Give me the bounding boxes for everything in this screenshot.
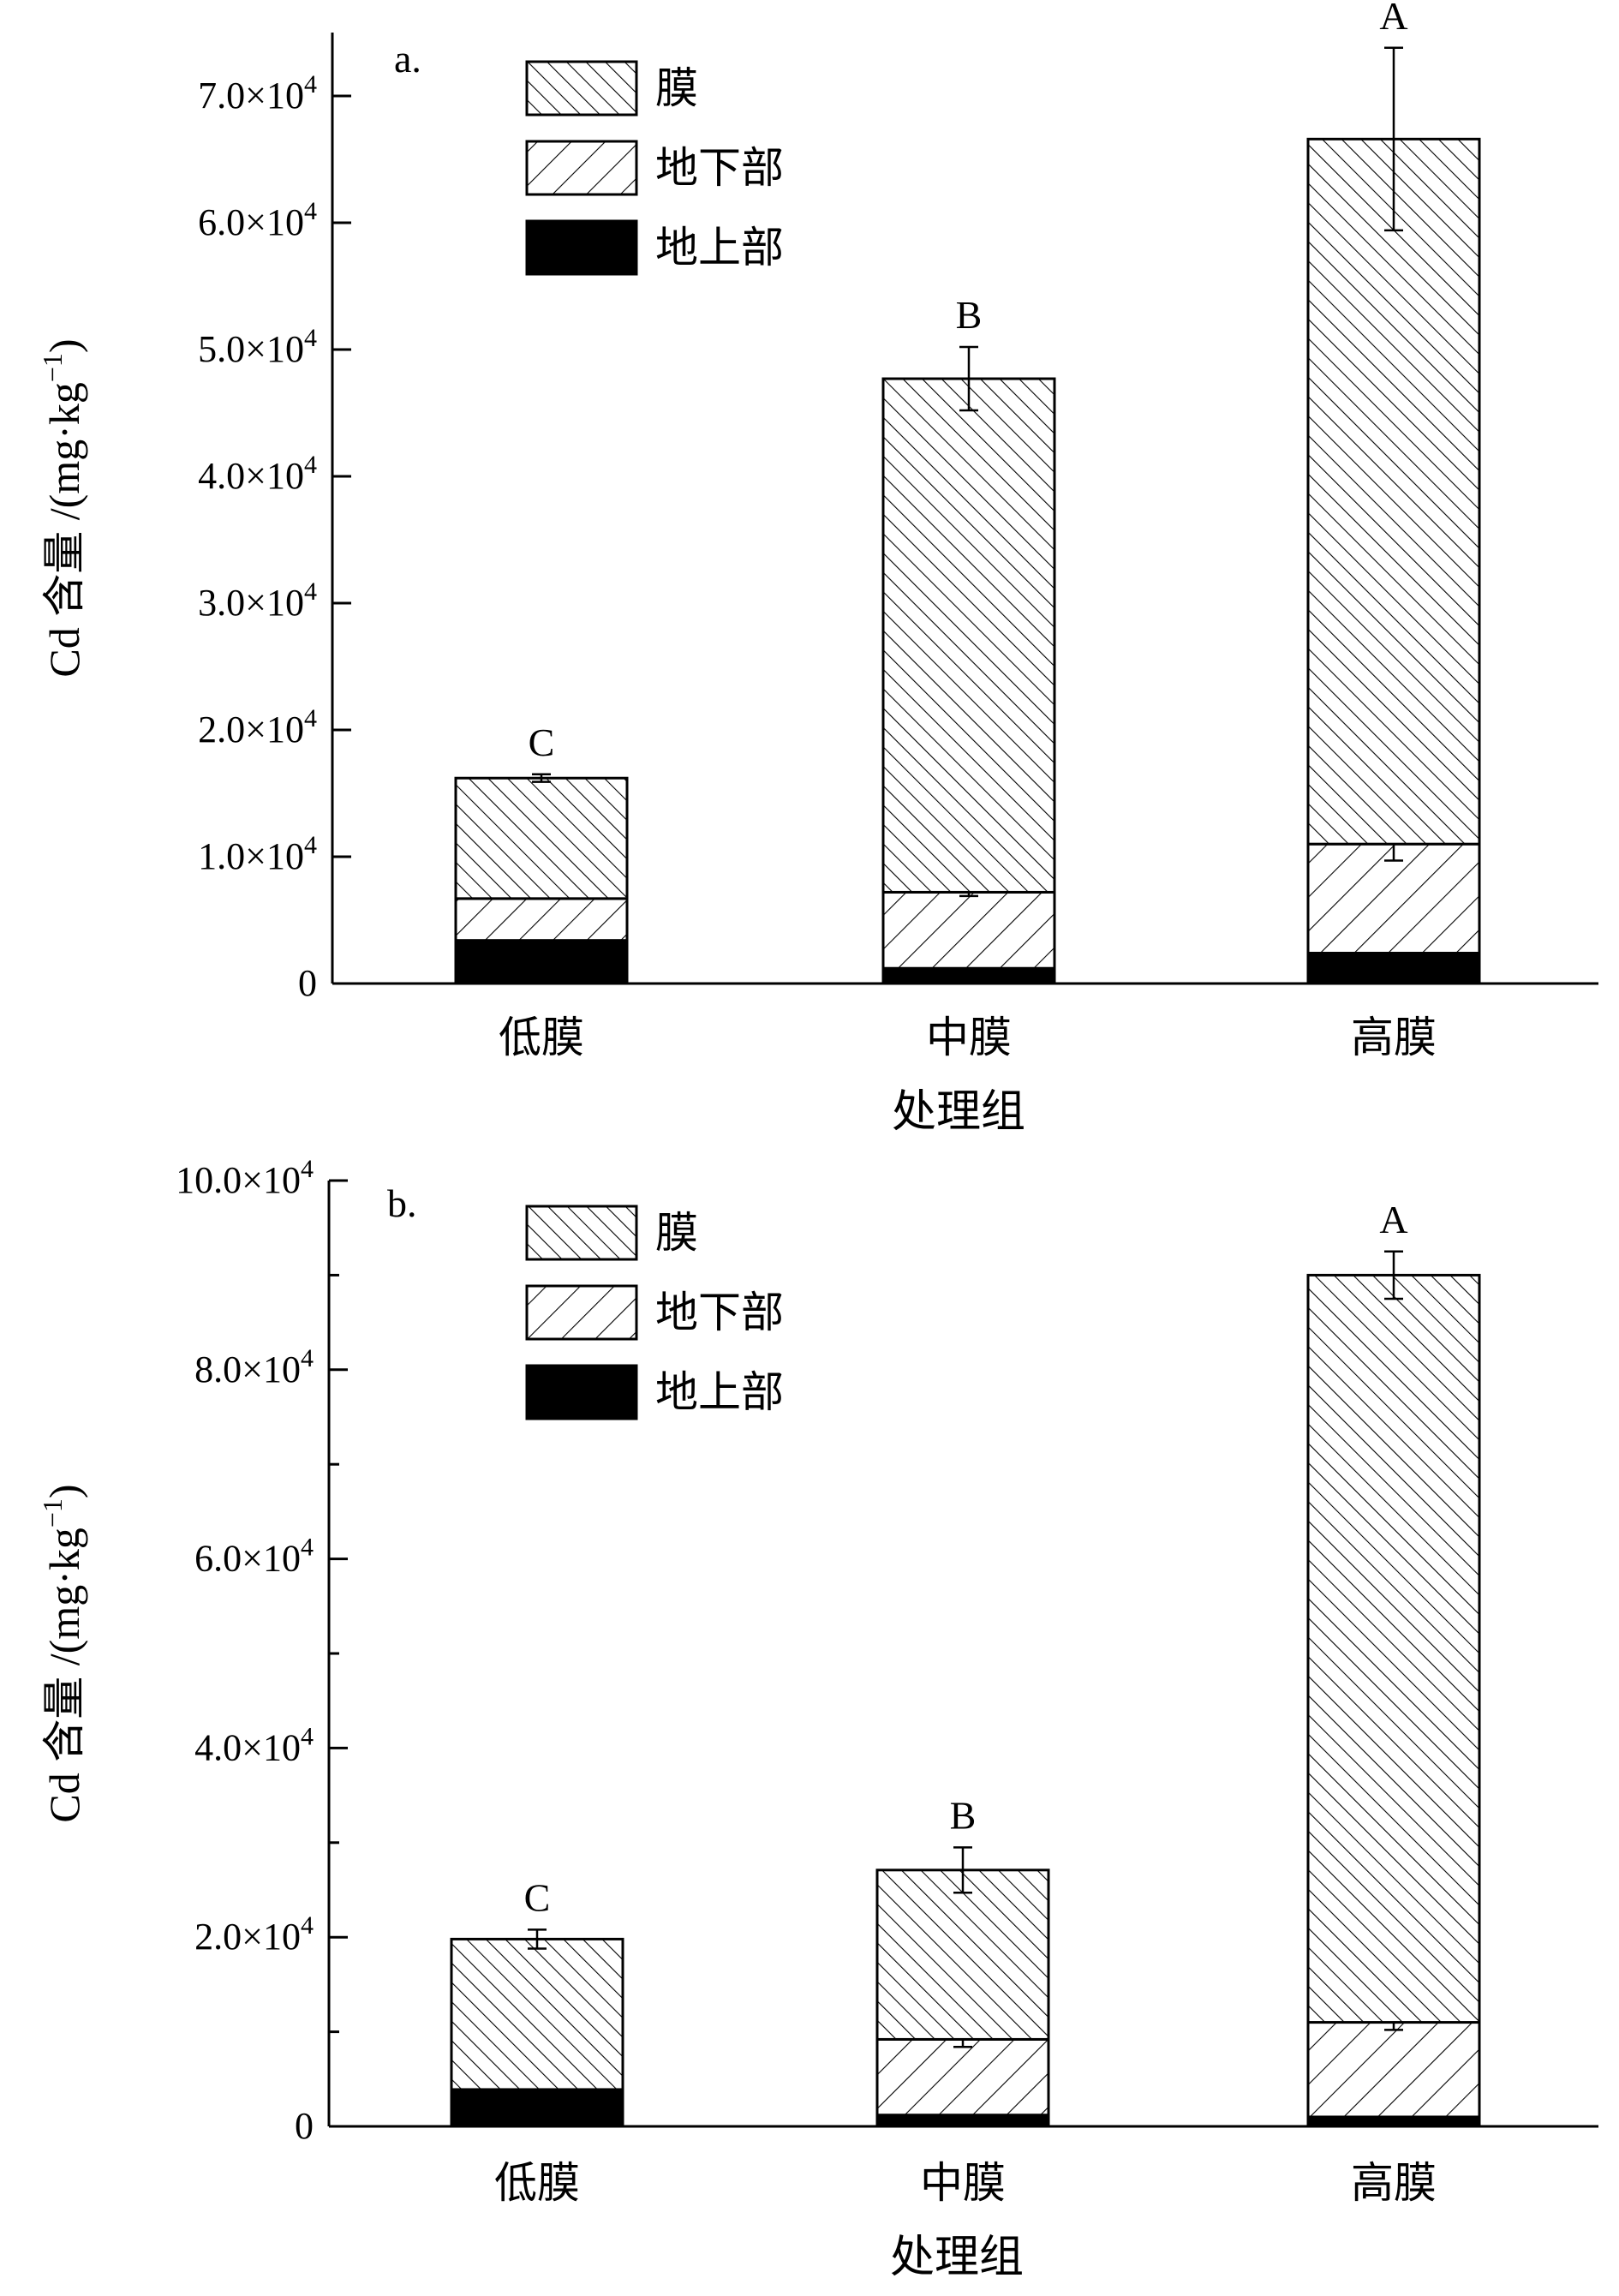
y-axis-title: Cd 含量 /(mg·kg−1) [37, 1484, 88, 1822]
bar-segment-solid [875, 2114, 1050, 2128]
y-tick-label: 4.0×104 [194, 1722, 314, 1768]
legend-label: 地下部 [655, 1289, 784, 1336]
x-tick-label: 低膜 [499, 1013, 584, 1061]
bar-segment-solid [1306, 951, 1481, 985]
significance-letter: A [1379, 0, 1407, 38]
bar-segment-hatch-up [1306, 842, 1481, 954]
panel-label: b. [387, 1181, 417, 1225]
bar-segment-hatch-down [454, 776, 629, 900]
y-tick-label: 7.0×104 [198, 70, 317, 117]
chart-panel-a: 0 1.0×104 2.0×104 3.0×104 4.0×104 5.0×104 6.0×… [37, 0, 1598, 1137]
chart-panel-b: 0 2.0×104 4.0×104 6.0×104 8.0×104 10.0×104 C B A… [37, 1155, 1598, 2282]
bar-segment-hatch-up [875, 2037, 1050, 2117]
significance-letter: B [956, 293, 983, 337]
bar-segment-hatch-up [454, 897, 629, 942]
bar-segment-solid [450, 2088, 624, 2128]
significance-letter: C [529, 720, 555, 764]
bar-segment-solid [1306, 2115, 1481, 2128]
legend-swatch-solid [525, 219, 638, 276]
bar-segment-hatch-down [881, 377, 1056, 894]
significance-letter: B [950, 1793, 977, 1837]
y-tick-label: 4.0×104 [198, 451, 317, 497]
y-tick-label: 6.0×104 [194, 1534, 314, 1580]
legend-swatch-hatch-up [525, 140, 638, 196]
y-tick-label: 0 [295, 2105, 314, 2147]
significance-letter: A [1379, 1198, 1407, 1241]
x-tick-label: 高膜 [1351, 1013, 1437, 1061]
y-tick-label: 1.0×104 [198, 831, 317, 877]
bar-segment-hatch-up [881, 890, 1056, 970]
legend-label: 膜 [655, 1209, 698, 1257]
y-tick-label: 8.0×104 [194, 1344, 314, 1390]
x-axis-title: 处理组 [890, 2233, 1024, 2282]
panel-label: a. [394, 37, 421, 81]
bar-segment-hatch-up [1306, 2021, 1481, 2119]
y-axis-title: Cd 含量 /(mg·kg−1) [37, 338, 88, 677]
bar-segment-solid [881, 966, 1056, 985]
y-tick-label: 10.0×104 [176, 1155, 314, 1201]
x-tick-label: 低膜 [494, 2159, 580, 2207]
x-tick-label: 中膜 [920, 2159, 1006, 2207]
y-tick-label: 3.0×104 [198, 577, 317, 624]
legend-swatch-solid [525, 1364, 638, 1420]
legend-swatch-hatch-down [525, 1205, 638, 1261]
x-tick-label: 高膜 [1351, 2159, 1437, 2207]
bar-segment-hatch-down [1306, 1273, 1481, 2024]
bar-segment-hatch-down [875, 1868, 1050, 2041]
legend-label: 地上部 [655, 224, 784, 272]
legend-swatch-hatch-down [525, 60, 638, 117]
bar-segment-hatch-down [450, 1937, 624, 2091]
y-tick-label: 2.0×104 [194, 1911, 314, 1958]
y-tick-label: 6.0×104 [198, 197, 317, 243]
legend-label: 膜 [655, 64, 698, 112]
x-tick-label: 中膜 [926, 1013, 1012, 1061]
legend-swatch-hatch-up [525, 1284, 638, 1341]
legend-label: 地下部 [655, 144, 784, 192]
bar-segment-hatch-down [1306, 137, 1481, 846]
y-tick-label: 5.0×104 [198, 324, 317, 370]
significance-letter: C [524, 1875, 551, 1919]
bar-segment-solid [454, 939, 629, 985]
y-tick-label: 0 [298, 962, 317, 1004]
y-tick-label: 2.0×104 [198, 704, 317, 750]
x-axis-title: 处理组 [892, 1088, 1025, 1137]
legend-label: 地上部 [655, 1368, 784, 1416]
